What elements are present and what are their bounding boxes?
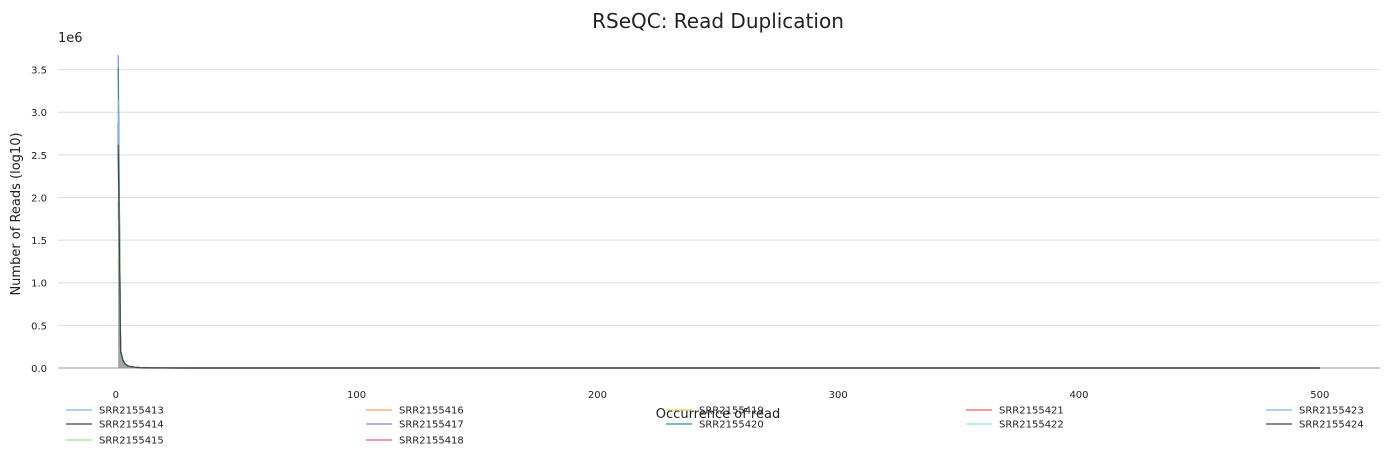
series-line (117, 105, 1320, 369)
y-tick-label: 0.0 (31, 364, 47, 375)
legend-label: SRR2155418 (399, 436, 464, 447)
series-lines (117, 55, 1320, 369)
series-area (118, 122, 1320, 368)
series-line (117, 144, 1320, 369)
series-area (118, 99, 1320, 369)
series-line (117, 150, 1320, 369)
x-tick-label: 0 (113, 390, 119, 401)
grid-lines (58, 69, 1380, 369)
x-axis-ticks: 0 100 200 300 400 500 (113, 390, 1330, 401)
y-tick-label: 2.5 (31, 151, 47, 162)
legend-label: SRR2155421 (999, 406, 1064, 417)
series-area (118, 67, 1320, 369)
y-tick-label: 1.5 (31, 236, 47, 247)
y-axis-offset-label: 1e6 (58, 31, 83, 46)
legend-label: SRR2155417 (399, 420, 464, 431)
x-tick-label: 300 (829, 390, 848, 401)
series-area (118, 144, 1320, 368)
series-area (118, 150, 1320, 368)
x-axis-label: Occurrence of read (656, 407, 780, 422)
series-line (117, 67, 1320, 369)
legend-label: SRR2155413 (99, 406, 164, 417)
series-line (117, 201, 1320, 369)
y-tick-label: 1.0 (31, 279, 47, 290)
y-tick-label: 3.0 (31, 108, 47, 119)
legend-label: SRR2155424 (1299, 420, 1364, 431)
chart-title: RSeQC: Read Duplication (592, 9, 844, 33)
y-tick-label: 0.5 (31, 321, 47, 332)
legend-label: SRR2155414 (99, 420, 164, 431)
series-area (118, 201, 1320, 368)
series-area (118, 137, 1320, 368)
legend-label: SRR2155423 (1299, 406, 1364, 417)
series-area (118, 55, 1320, 368)
series-line (117, 55, 1320, 369)
series-line (117, 258, 1320, 369)
x-tick-label: 400 (1069, 390, 1088, 401)
series-line (117, 122, 1320, 369)
y-tick-label: 2.0 (31, 193, 47, 204)
series-area (118, 105, 1320, 368)
legend-label: SRR2155416 (399, 406, 464, 417)
y-tick-label: 3.5 (31, 66, 47, 77)
legend-label: SRR2155420 (699, 420, 764, 431)
series-line (117, 99, 1320, 369)
y-axis-ticks: 0.0 0.5 1.0 1.5 2.0 2.5 3.0 3.5 (31, 66, 47, 375)
x-tick-label: 100 (347, 390, 366, 401)
legend-label: SRR2155422 (999, 420, 1064, 431)
series-line (117, 210, 1320, 369)
legend-label: SRR2155419 (699, 406, 764, 417)
legend-label: SRR2155415 (99, 436, 164, 447)
series-area (118, 258, 1320, 368)
x-tick-label: 500 (1310, 390, 1329, 401)
series-area (118, 210, 1320, 368)
series-line (117, 137, 1320, 369)
x-tick-label: 200 (588, 390, 607, 401)
y-axis-label: Number of Reads (log10) (9, 132, 24, 295)
legend: SRR2155413 SRR2155414 SRR2155415 SRR2155416… (66, 406, 1364, 447)
